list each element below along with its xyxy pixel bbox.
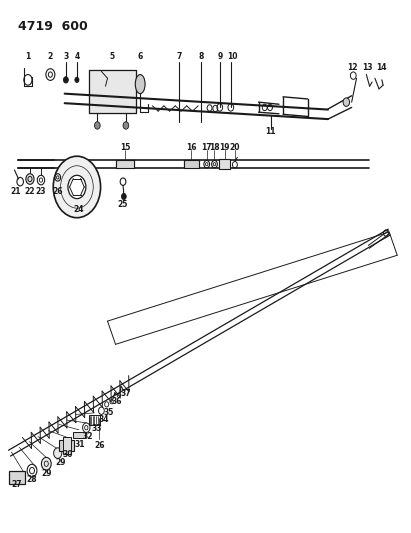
Bar	[89, 416, 100, 425]
Text: 21: 21	[10, 187, 21, 196]
Text: 29: 29	[41, 469, 51, 478]
Text: 27: 27	[12, 480, 22, 489]
Bar	[59, 440, 74, 451]
Text: 13: 13	[363, 63, 373, 72]
Text: 5: 5	[110, 52, 115, 61]
Circle shape	[75, 77, 79, 83]
Circle shape	[121, 193, 126, 200]
Text: 3: 3	[63, 52, 69, 61]
Polygon shape	[89, 70, 136, 113]
Text: 6: 6	[138, 52, 143, 61]
Bar	[115, 160, 134, 168]
Text: 34: 34	[98, 415, 109, 424]
Circle shape	[343, 98, 350, 107]
Bar	[219, 159, 230, 169]
Text: 22: 22	[25, 187, 35, 196]
Text: 25: 25	[118, 200, 128, 209]
Text: 32: 32	[83, 432, 93, 441]
Text: 4719  600: 4719 600	[18, 20, 88, 33]
Ellipse shape	[135, 75, 145, 94]
Text: 7: 7	[177, 52, 182, 61]
Bar	[62, 437, 71, 454]
Bar	[184, 160, 199, 168]
Text: 15: 15	[120, 143, 130, 152]
Text: 2: 2	[48, 52, 53, 61]
Circle shape	[123, 122, 129, 129]
Text: 10: 10	[227, 52, 237, 61]
Bar	[73, 432, 85, 438]
Text: 19: 19	[219, 143, 230, 152]
Text: 14: 14	[376, 63, 387, 72]
Text: 8: 8	[199, 52, 204, 61]
Text: 9: 9	[217, 52, 222, 61]
Text: 12: 12	[347, 63, 358, 72]
Text: 26: 26	[53, 187, 63, 196]
Text: 30: 30	[62, 450, 73, 459]
Text: 37: 37	[120, 389, 131, 398]
Circle shape	[63, 77, 68, 83]
Text: 35: 35	[104, 408, 114, 417]
Text: 23: 23	[36, 187, 46, 196]
Text: 4: 4	[74, 52, 80, 61]
Circle shape	[53, 156, 101, 217]
Text: 24: 24	[74, 205, 84, 214]
Text: 16: 16	[186, 143, 196, 152]
Text: 18: 18	[209, 143, 220, 152]
Text: 29: 29	[55, 458, 65, 467]
Circle shape	[95, 122, 100, 129]
Text: 33: 33	[91, 424, 102, 433]
Text: 1: 1	[25, 52, 30, 61]
Text: 28: 28	[27, 475, 37, 484]
Bar	[9, 471, 25, 484]
Circle shape	[26, 174, 34, 184]
Circle shape	[68, 175, 86, 199]
Text: 20: 20	[230, 143, 240, 152]
Circle shape	[42, 457, 51, 470]
Circle shape	[54, 448, 62, 458]
Text: 26: 26	[94, 441, 105, 450]
Text: 11: 11	[266, 127, 276, 136]
Text: 17: 17	[201, 143, 212, 152]
Text: 31: 31	[74, 440, 85, 449]
Text: 36: 36	[111, 397, 122, 406]
